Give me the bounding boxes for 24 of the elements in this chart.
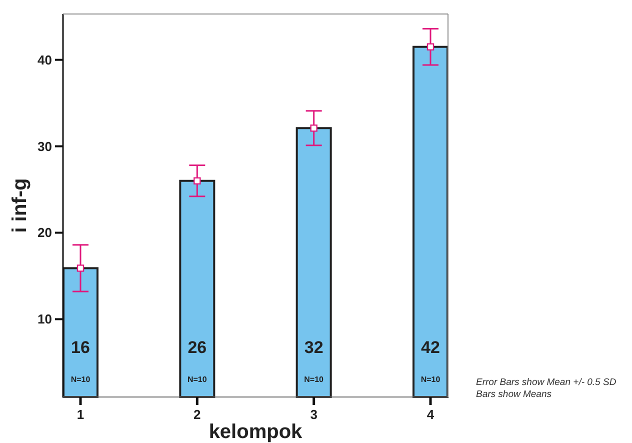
y-tick-label: 10 — [38, 312, 52, 327]
data-label: 42 — [421, 338, 440, 357]
x-tick-label: 2 — [194, 407, 201, 422]
annotation: N=10 — [187, 375, 208, 384]
x-axis-title: kelompok — [208, 421, 304, 443]
annotation: N=10 — [420, 375, 441, 384]
data-label: 16 — [71, 338, 90, 357]
point — [310, 124, 318, 132]
y-tick-label: 30 — [38, 138, 52, 154]
x-tick-label: 1 — [76, 407, 84, 422]
data-label: 32 — [304, 338, 324, 357]
point — [426, 43, 434, 50]
text: Bars show Means — [476, 389, 552, 400]
annotation: N=10 — [304, 375, 324, 384]
y-tick-label: 40 — [38, 52, 52, 68]
text: Error Bars show Mean +/- 0.5 SD — [476, 377, 616, 388]
point — [76, 264, 84, 272]
data-label: 26 — [188, 338, 207, 357]
annotation: N=10 — [70, 375, 91, 384]
y-axis-title: i inf-g — [9, 178, 31, 233]
y-tick-label: 20 — [38, 225, 52, 240]
point — [194, 177, 201, 184]
x-tick-label: 3 — [310, 407, 318, 422]
x-tick-label: 4 — [426, 407, 435, 422]
